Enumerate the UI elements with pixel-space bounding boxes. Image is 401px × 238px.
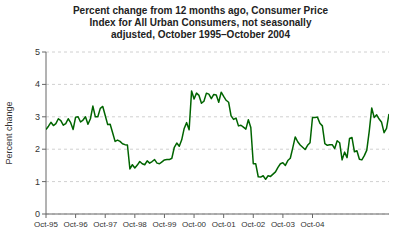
x-tick-label: Oct-95 (34, 220, 59, 229)
x-tick (134, 214, 135, 218)
x-tick (46, 214, 47, 218)
y-tick-label: 2 (35, 144, 40, 154)
x-tick (282, 214, 283, 218)
x-tick (253, 214, 254, 218)
grid-line (46, 149, 389, 150)
x-tick (223, 214, 224, 218)
x-axis-line (46, 214, 389, 215)
x-tick-label: Oct-00 (182, 220, 207, 229)
y-tick-label: 1 (35, 177, 40, 187)
title-line: Index for All Urban Consumers, not seaso… (90, 17, 312, 28)
y-tick-label: 4 (35, 79, 40, 89)
y-tick (42, 149, 46, 150)
plot-area (46, 91, 389, 179)
x-tick-label: Oct-03 (271, 220, 296, 229)
y-axis-label: Percent change (4, 101, 14, 164)
y-tick-label: 3 (35, 112, 40, 122)
grid-line (46, 84, 389, 85)
x-tick-label: Oct-04 (300, 220, 325, 229)
x-tick-label: Oct-96 (64, 220, 89, 229)
y-tick (42, 181, 46, 182)
x-tick-label: Oct-99 (152, 220, 177, 229)
title-line: adjusted, October 1995–October 2004 (111, 29, 290, 40)
title-line: Percent change from 12 months ago, Consu… (73, 5, 329, 16)
y-tick (42, 84, 46, 85)
y-axis-line (46, 52, 47, 214)
x-tick-label: Oct-02 (241, 220, 266, 229)
y-tick (42, 52, 46, 53)
x-tick (164, 214, 165, 218)
line (46, 91, 389, 179)
grid-line (46, 214, 389, 215)
grid-line (46, 52, 389, 53)
y-tick-label: 5 (35, 47, 40, 57)
title: Percent change from 12 months ago, Consu… (73, 5, 329, 40)
x-tick-label: Oct-97 (93, 220, 118, 229)
chart: Percent change from 12 months ago, Consu… (0, 0, 401, 238)
y-tick (42, 214, 46, 215)
y-tick (42, 116, 46, 117)
x-tick-label: Oct-01 (212, 220, 237, 229)
y-tick-label: 0 (35, 209, 40, 219)
x-tick (75, 214, 76, 218)
grid-line (46, 181, 389, 182)
x-tick (312, 214, 313, 218)
x-tick (105, 214, 106, 218)
x-tick (194, 214, 195, 218)
x-tick-label: Oct-98 (123, 220, 148, 229)
